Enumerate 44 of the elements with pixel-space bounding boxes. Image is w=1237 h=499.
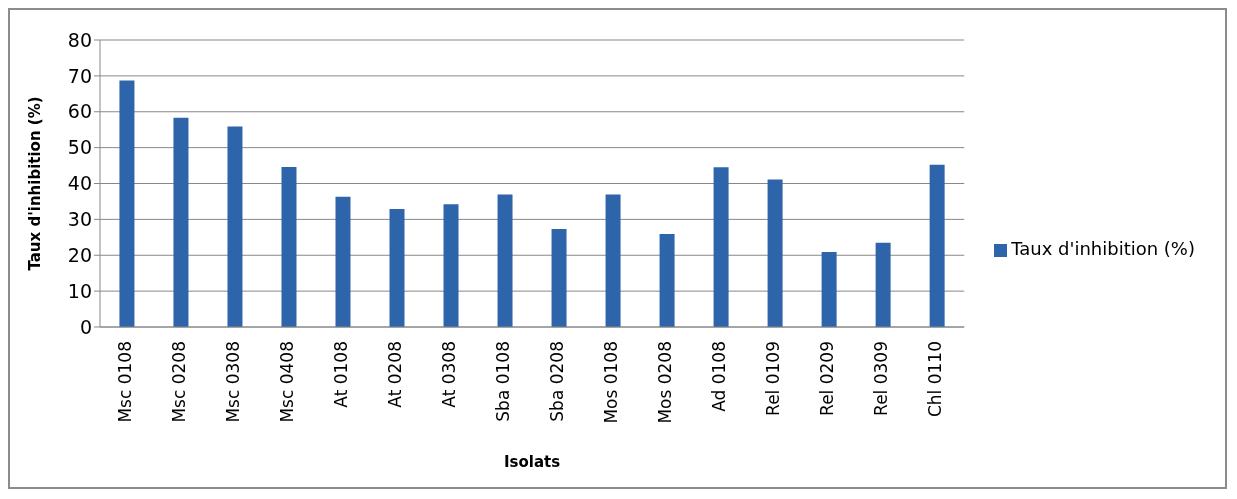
bar	[821, 252, 837, 327]
bar	[443, 204, 459, 327]
x-tick-label: Msc 0408	[277, 341, 298, 423]
bar	[929, 164, 945, 327]
y-tick-label: 20	[67, 243, 92, 266]
bar	[605, 194, 621, 327]
bar	[659, 234, 675, 327]
bar	[551, 229, 567, 327]
y-tick-label: 70	[67, 64, 92, 87]
bar	[713, 167, 729, 327]
bar	[767, 179, 783, 327]
x-tick-label: Ad 0108	[709, 341, 730, 412]
x-tick-label: Msc 0108	[115, 341, 136, 423]
bar	[875, 242, 891, 327]
y-tick-label: 60	[67, 100, 92, 123]
y-tick-label: 40	[67, 172, 92, 195]
x-tick-label: Msc 0208	[169, 341, 190, 423]
x-tick-label: Msc 0308	[223, 341, 244, 423]
x-tick-label: Sba 0108	[493, 341, 514, 422]
y-tick-label: 80	[67, 28, 92, 51]
x-axis-title: Isolats	[504, 453, 561, 471]
x-tick-label: Sba 0208	[547, 341, 568, 422]
y-tick-label: 50	[67, 136, 92, 159]
bar	[389, 208, 405, 327]
bar	[497, 194, 513, 327]
x-tick-label: Mos 0208	[655, 341, 676, 424]
x-tick-label: Rel 0109	[763, 341, 784, 416]
y-tick-label: 10	[67, 279, 92, 302]
x-tick-label: Chl 0110	[925, 341, 946, 418]
y-axis-title: Taux d'inhibition (%)	[26, 96, 45, 271]
x-tick-label: Mos 0108	[601, 341, 622, 424]
bar	[173, 117, 189, 327]
legend-label: Taux d'inhibition (%)	[1011, 238, 1195, 259]
y-tick-label: 0	[79, 315, 92, 338]
bar	[227, 126, 243, 327]
bar	[119, 80, 135, 327]
x-tick-label: At 0308	[439, 341, 460, 408]
bar	[335, 196, 351, 327]
x-tick-label: At 0108	[331, 341, 352, 408]
x-tick-label: Rel 0209	[817, 341, 838, 416]
bar	[281, 167, 297, 327]
x-tick-label: Rel 0309	[871, 341, 892, 416]
x-tick-label: At 0208	[385, 341, 406, 408]
y-tick-label: 30	[67, 208, 92, 231]
